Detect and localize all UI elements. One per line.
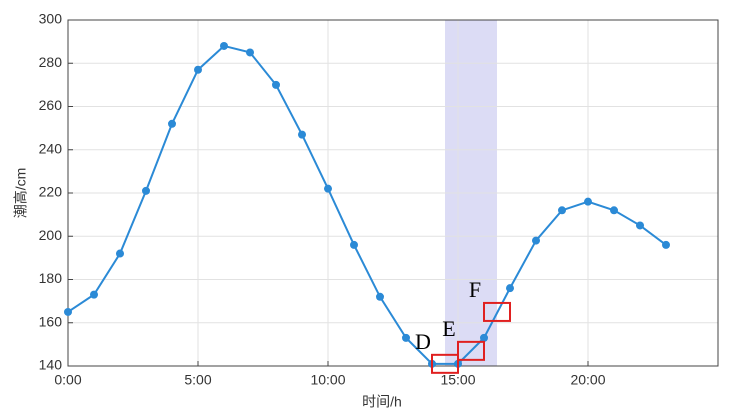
point: [324, 184, 332, 193]
annotation-box: [483, 301, 511, 322]
annotation-box: [431, 353, 459, 374]
y-tick-label: 300: [39, 11, 63, 27]
annotation-label: E: [442, 316, 455, 341]
point: [662, 240, 670, 249]
y-tick-label: 140: [39, 357, 63, 373]
x-tick-label: 0:00: [54, 372, 81, 388]
y-tick-label: 220: [39, 184, 63, 200]
y-tick-label: 160: [39, 313, 63, 329]
point: [168, 119, 176, 128]
point: [376, 292, 384, 301]
point: [64, 307, 72, 316]
annotation-box: [457, 340, 485, 361]
x-tick-label: 15:00: [440, 372, 475, 388]
x-tick-label: 10:00: [310, 372, 345, 388]
point: [194, 65, 202, 74]
point: [116, 249, 124, 258]
y-tick-label: 200: [39, 227, 63, 243]
y-tick-label: 280: [39, 54, 63, 70]
point: [610, 206, 618, 215]
point: [532, 236, 540, 245]
x-axis-label: 时间/h: [362, 394, 402, 410]
x-tick-label: 5:00: [184, 372, 211, 388]
plot-frame: [67, 19, 719, 367]
point: [272, 80, 280, 89]
point: [90, 290, 98, 299]
y-tick-label: 260: [39, 97, 63, 113]
point: [402, 333, 410, 342]
y-tick-label: 180: [39, 270, 63, 286]
point: [480, 333, 488, 342]
x-tick-label: 20:00: [570, 372, 605, 388]
point: [220, 41, 228, 50]
point: [636, 221, 644, 230]
point: [298, 130, 306, 139]
line: [67, 44, 667, 365]
point: [558, 206, 566, 215]
point: [350, 240, 358, 249]
annotation-label: D: [415, 329, 431, 354]
y-tick-label: 240: [39, 140, 63, 156]
y-axis-label: 潮高/cm: [13, 168, 29, 219]
point: [142, 186, 150, 195]
point: [584, 197, 592, 206]
annotation-label: F: [469, 277, 481, 302]
point: [506, 284, 514, 293]
point: [246, 48, 254, 57]
